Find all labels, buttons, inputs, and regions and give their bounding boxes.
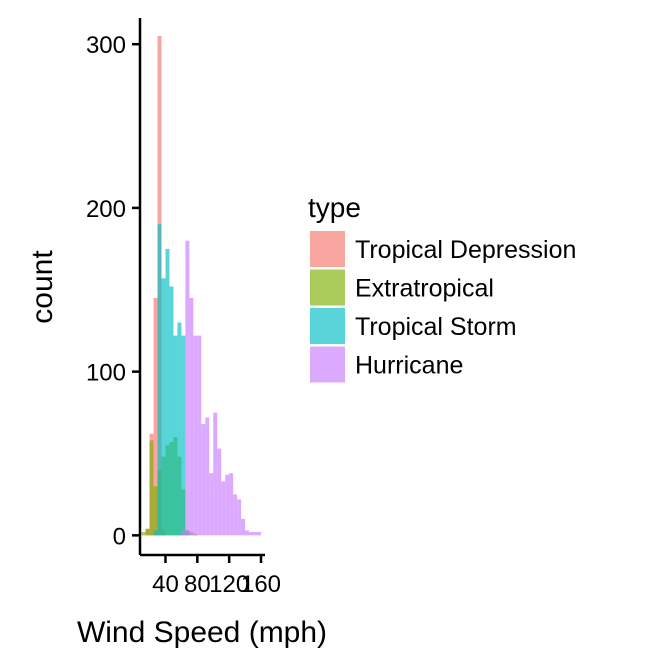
histogram-bar — [173, 335, 178, 536]
histogram-bar — [217, 448, 222, 536]
series-hurricane — [181, 240, 262, 536]
histogram-bar — [241, 518, 246, 536]
histogram-bar — [153, 297, 158, 536]
histogram-bar — [201, 424, 206, 536]
histogram-bar — [157, 224, 162, 536]
histogram-bar — [213, 412, 218, 536]
y-axis-ticks: 0 100 200 300 — [86, 32, 140, 550]
legend-swatch — [310, 269, 345, 306]
series-tropical-storm — [153, 224, 190, 536]
y-tick-label: 100 — [86, 360, 126, 387]
y-tick-label: 300 — [86, 32, 126, 59]
histogram-bar — [161, 278, 166, 536]
histogram-bar — [153, 486, 158, 536]
histogram-bar — [229, 473, 234, 536]
histogram-bar — [225, 474, 230, 536]
histogram-bar — [245, 530, 250, 536]
histogram-bar — [141, 532, 146, 536]
bars-layer — [141, 36, 262, 536]
histogram-bar — [253, 532, 258, 536]
legend-label: Hurricane — [355, 352, 463, 380]
histogram-bar — [257, 532, 262, 536]
legend: type Tropical Depression Extratropical Tro… — [308, 192, 576, 383]
legend-label: Extratropical — [355, 275, 494, 303]
histogram-bar — [189, 297, 194, 536]
x-axis-title: Wind Speed (mph) — [77, 616, 327, 649]
y-tick-label: 200 — [86, 196, 126, 223]
y-tick-label: 0 — [113, 523, 126, 550]
legend-label: Tropical Depression — [355, 236, 576, 264]
y-axis-title: count — [26, 250, 59, 324]
histogram-bar — [181, 335, 186, 536]
histogram-bar — [185, 240, 190, 536]
histogram-bar — [249, 532, 254, 536]
legend-title: type — [308, 192, 361, 223]
legend-swatch — [310, 308, 345, 344]
legend-swatch — [310, 346, 345, 383]
histogram-bar — [209, 473, 214, 536]
x-tick-label: 120 — [209, 571, 249, 598]
histogram-bar — [149, 440, 154, 536]
legend-label: Tropical Storm — [355, 313, 517, 341]
histogram-bar — [197, 335, 202, 536]
histogram-bar — [237, 499, 242, 536]
legend-swatch — [310, 231, 345, 267]
x-tick-label: 160 — [241, 571, 281, 598]
histogram-bar — [145, 528, 150, 536]
histogram-bar — [177, 322, 182, 536]
histogram-bar — [221, 481, 226, 536]
x-tick-label: 80 — [184, 571, 211, 598]
histogram-bar — [233, 494, 238, 536]
histogram-bar — [153, 530, 158, 536]
histogram-bar — [169, 286, 174, 536]
histogram-bar — [205, 417, 210, 536]
histogram-bar — [193, 335, 198, 536]
histogram-bar — [181, 530, 186, 536]
histogram-bar — [165, 248, 170, 536]
x-tick-label: 40 — [152, 571, 179, 598]
